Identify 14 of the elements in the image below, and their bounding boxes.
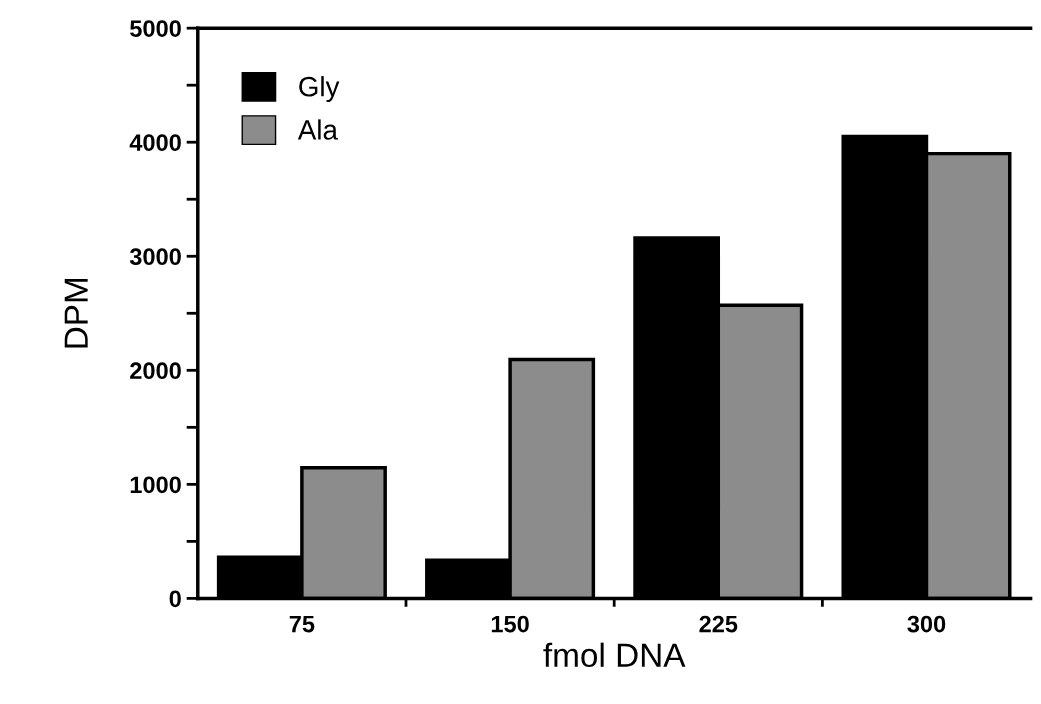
y-tick-label: 3000: [129, 248, 181, 266]
x-tick-label: 225: [699, 615, 738, 633]
x-axis-title: fmol DNA: [543, 642, 686, 668]
x-tick-label: 75: [289, 615, 315, 633]
x-tick-label: 150: [491, 615, 529, 633]
legend-label: Gly: [299, 76, 340, 102]
y-tick-label: 1000: [130, 476, 181, 494]
y-tick-label: 2000: [130, 362, 181, 380]
legend-label: Ala: [297, 119, 338, 140]
x-tick-label: 300: [907, 615, 946, 633]
y-tick-label: 4000: [129, 134, 181, 151]
y-tick-label: 0: [169, 590, 181, 608]
y-axis-title: DPM: [64, 278, 88, 348]
y-tick-label: 5000: [130, 20, 181, 37]
